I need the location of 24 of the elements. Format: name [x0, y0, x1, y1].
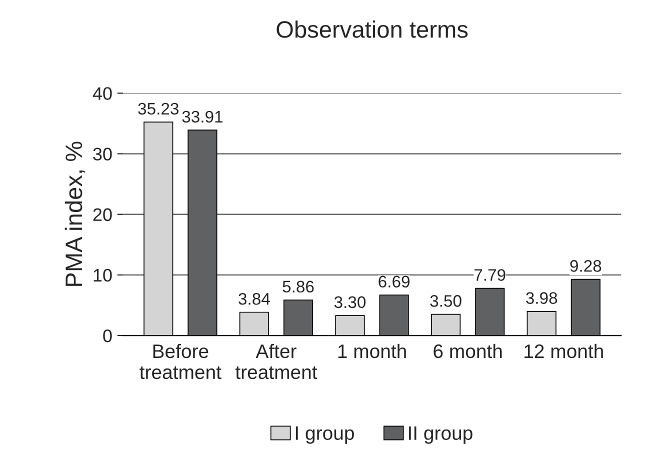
x-tick-label: 1 month [338, 344, 406, 358]
data-label: 3.50 [430, 295, 462, 307]
data-label: 5.86 [282, 280, 314, 293]
y-tick-label: 20 [93, 208, 112, 222]
y-axis-title: PMA index, % [64, 142, 85, 286]
data-label: 33.91 [182, 110, 222, 123]
x-tick-label: Before treatment [140, 344, 222, 380]
data-label: 35.23 [138, 102, 178, 115]
y-tick-label: 10 [94, 268, 112, 282]
y-tick-label: 0 [103, 329, 112, 342]
data-label: 7.79 [474, 269, 506, 281]
y-tick-label: 30 [93, 148, 112, 160]
x-tick-label: After treatment [235, 344, 318, 380]
x-tick-label: 6 month [434, 344, 502, 358]
x-tick-label: 12 month [524, 344, 603, 358]
chart-title: Observation terms [276, 20, 468, 38]
data-label: 3.98 [526, 292, 558, 304]
legend-label: II group [409, 426, 472, 444]
data-label: 9.28 [570, 260, 602, 272]
legend-label: I group [296, 426, 354, 444]
data-label: 3.30 [334, 296, 366, 308]
data-label: 6.69 [378, 276, 410, 288]
y-tick-label: 40 [92, 87, 112, 100]
data-label: 3.84 [238, 292, 270, 305]
